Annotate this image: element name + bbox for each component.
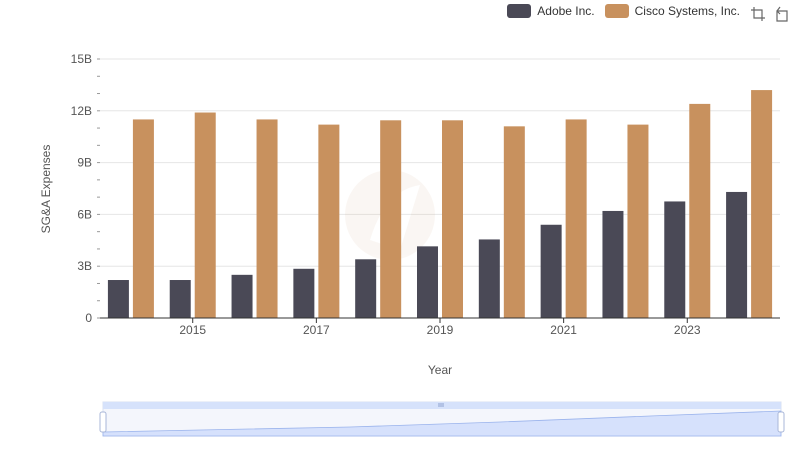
bar-cisco-2024[interactable]	[751, 90, 773, 318]
bar-adobe-2019[interactable]	[417, 246, 438, 318]
bar-cisco-2021[interactable]	[565, 119, 587, 318]
slider-top-bar[interactable]	[103, 402, 781, 409]
legend-label-adobe: Adobe Inc.	[537, 4, 595, 18]
toolbox	[750, 6, 790, 22]
bars	[107, 90, 773, 319]
bar-adobe-2017[interactable]	[293, 268, 315, 318]
y-axis-label: SG&A Expenses	[39, 145, 53, 234]
bar-adobe-2022[interactable]	[602, 210, 624, 318]
slider-right-handle[interactable]	[777, 411, 785, 433]
x-tick-label: 2023	[674, 323, 701, 337]
legend-swatch-cisco	[604, 4, 629, 18]
y-tick-label: 9B	[77, 156, 92, 170]
y-tick-label: 0	[85, 311, 92, 325]
slider-data-shadow	[102, 410, 782, 437]
bar-cisco-2023[interactable]	[689, 103, 711, 318]
x-tick-label: 2015	[179, 323, 206, 337]
bar-cisco-2018[interactable]	[380, 120, 402, 319]
bar-cisco-2019[interactable]	[442, 120, 463, 319]
data-zoom-slider[interactable]	[99, 401, 785, 437]
legend-item-adobe[interactable]: Adobe Inc.	[507, 4, 595, 18]
bar-cisco-2016[interactable]	[256, 119, 278, 318]
bar-adobe-2018[interactable]	[355, 259, 377, 318]
bar-cisco-2017[interactable]	[318, 124, 340, 318]
legend-item-cisco[interactable]: Cisco Systems, Inc.	[604, 4, 740, 18]
bar-adobe-2016[interactable]	[231, 274, 253, 318]
legend-label-cisco: Cisco Systems, Inc.	[634, 4, 740, 18]
bar-cisco-2015[interactable]	[194, 112, 216, 318]
x-tick-label: 2019	[427, 323, 454, 337]
bar-adobe-2024[interactable]	[726, 191, 748, 318]
bar-adobe-2020[interactable]	[478, 239, 500, 318]
bar-adobe-2014[interactable]	[107, 280, 129, 318]
bar-adobe-2023[interactable]	[664, 201, 686, 318]
y-tick-label: 6B	[77, 207, 92, 221]
zoom-icon[interactable]	[750, 6, 766, 22]
bar-cisco-2022[interactable]	[627, 124, 649, 318]
bar-adobe-2021[interactable]	[540, 224, 562, 318]
x-tick-label: 2017	[303, 323, 330, 337]
y-tick-label: 15B	[71, 52, 92, 66]
y-axis: 0 3B 6B 9B 12B 15B	[71, 52, 100, 325]
bar-cisco-2014[interactable]	[132, 119, 154, 318]
drag-handle-icon[interactable]	[438, 403, 444, 407]
x-axis: 2015 2017 2019 2021 2023	[179, 318, 701, 337]
x-tick-label: 2021	[550, 323, 577, 337]
restore-icon[interactable]	[774, 6, 790, 22]
y-tick-label: 12B	[71, 104, 92, 118]
bar-adobe-2015[interactable]	[169, 280, 191, 318]
y-tick-label: 3B	[77, 259, 92, 273]
legend: Adobe Inc. Cisco Systems, Inc.	[507, 4, 740, 18]
x-axis-label: Year	[428, 363, 452, 377]
bar-cisco-2020[interactable]	[503, 126, 525, 318]
legend-swatch-adobe	[507, 4, 532, 18]
slider-left-handle[interactable]	[99, 411, 107, 433]
